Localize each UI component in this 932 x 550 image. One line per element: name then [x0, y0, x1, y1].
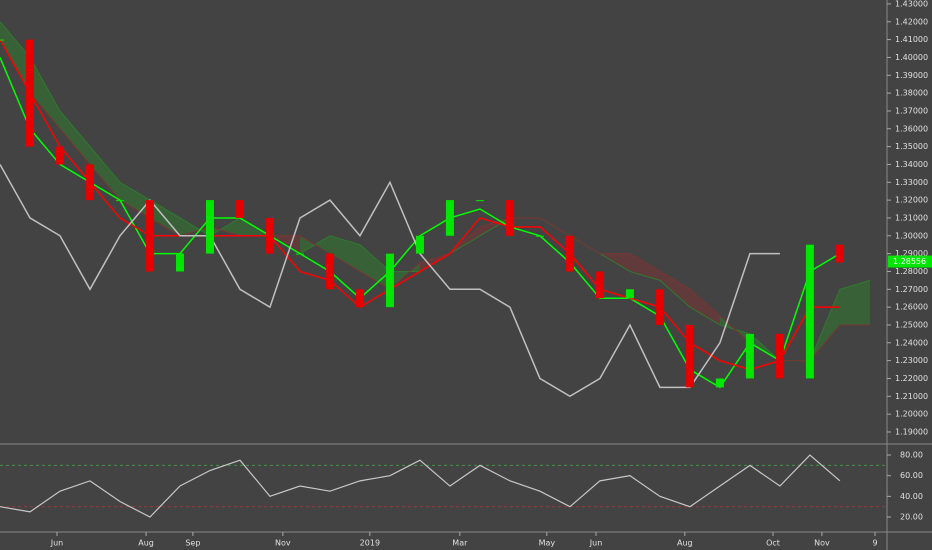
cloud-segment	[629, 253, 660, 281]
indicator-line	[0, 39, 840, 371]
y-tick-label: 1.33000	[895, 178, 928, 187]
y-tick-label: 1.42000	[895, 17, 928, 26]
candle	[115, 200, 124, 202]
candle	[265, 217, 274, 254]
candle	[775, 333, 784, 379]
y-tick-label: 1.29000	[895, 249, 928, 258]
y-tick-label: 1.21000	[895, 392, 928, 401]
candle	[205, 200, 214, 254]
rsi-tick-label: 40.00	[900, 492, 923, 501]
y-tick-label: 1.26000	[895, 303, 928, 312]
y-tick-label: 1.19000	[895, 427, 928, 436]
cloud-segment	[89, 146, 120, 201]
x-tick-label: Nov	[814, 539, 830, 548]
last-price-box	[888, 255, 932, 268]
y-tick-label: 1.37000	[895, 106, 928, 115]
last-price-label: 1.28556	[893, 257, 926, 266]
candle	[85, 164, 94, 201]
candle	[805, 244, 814, 379]
x-tick-label: Jun	[50, 539, 64, 548]
candle	[685, 324, 694, 388]
y-tick-label: 1.34000	[895, 160, 928, 169]
cloud-segment	[29, 57, 60, 129]
x-tick-label: Mar	[452, 539, 468, 548]
y-tick-label: 1.39000	[895, 71, 928, 80]
candle	[505, 200, 514, 236]
cloud-segment	[179, 217, 210, 236]
candle	[235, 200, 244, 218]
candle	[565, 235, 574, 272]
y-tick-label: 1.40000	[895, 53, 928, 62]
y-tick-label: 1.32000	[895, 196, 928, 205]
senkou-b	[0, 39, 870, 362]
y-tick-label: 1.41000	[895, 35, 928, 44]
rsi-tick-label: 80.00	[900, 451, 923, 460]
x-tick-label: 9	[872, 539, 877, 548]
candle	[625, 289, 634, 299]
candle	[295, 253, 304, 255]
y-tick-label: 1.35000	[895, 142, 928, 151]
y-tick-label: 1.28000	[895, 267, 928, 276]
y-tick-label: 1.20000	[895, 410, 928, 419]
candle	[325, 253, 334, 290]
indicator-line	[0, 164, 780, 398]
candle	[475, 200, 484, 202]
y-tick-label: 1.23000	[895, 356, 928, 365]
x-tick-label: 2019	[360, 539, 380, 548]
y-tick-label: 1.30000	[895, 231, 928, 240]
y-tick-label: 1.22000	[895, 374, 928, 383]
candle	[385, 253, 394, 308]
y-tick-label: 1.27000	[895, 285, 928, 294]
cloud-segment	[689, 289, 720, 325]
cloud-segment	[0, 21, 30, 94]
x-tick-label: Aug	[138, 539, 154, 548]
candle	[835, 244, 844, 263]
candle	[355, 289, 364, 308]
candle	[745, 333, 754, 379]
x-tick-label: Nov	[275, 539, 291, 548]
x-tick-label: Jun	[589, 539, 603, 548]
cloud-segment	[839, 280, 870, 325]
x-tick-label: Sep	[185, 539, 200, 548]
cloud-segment	[329, 235, 360, 272]
cloud-segment	[659, 271, 690, 308]
y-tick-label: 1.36000	[895, 124, 928, 133]
x-tick-label: May	[539, 539, 556, 548]
y-tick-label: 1.31000	[895, 213, 928, 222]
candle	[145, 200, 154, 272]
candle	[175, 253, 184, 272]
candle	[445, 200, 454, 236]
y-tick-label: 1.25000	[895, 320, 928, 329]
y-tick-label: 1.24000	[895, 338, 928, 347]
x-tick-label: Aug	[677, 539, 693, 548]
rsi-tick-label: 60.00	[900, 471, 923, 480]
candle	[655, 289, 664, 325]
candle	[0, 39, 4, 41]
x-tick-label: Oct	[766, 539, 780, 548]
candle	[55, 146, 64, 165]
rsi-tick-label: 20.00	[900, 513, 923, 522]
candle	[715, 378, 724, 388]
candle	[415, 235, 424, 254]
candle	[595, 271, 604, 299]
candle	[25, 39, 34, 147]
cloud-segment	[59, 110, 90, 165]
y-tick-label: 1.38000	[895, 89, 928, 98]
rsi-line	[0, 454, 841, 518]
candle	[535, 235, 544, 237]
y-tick-label: 1.43000	[895, 0, 928, 8]
